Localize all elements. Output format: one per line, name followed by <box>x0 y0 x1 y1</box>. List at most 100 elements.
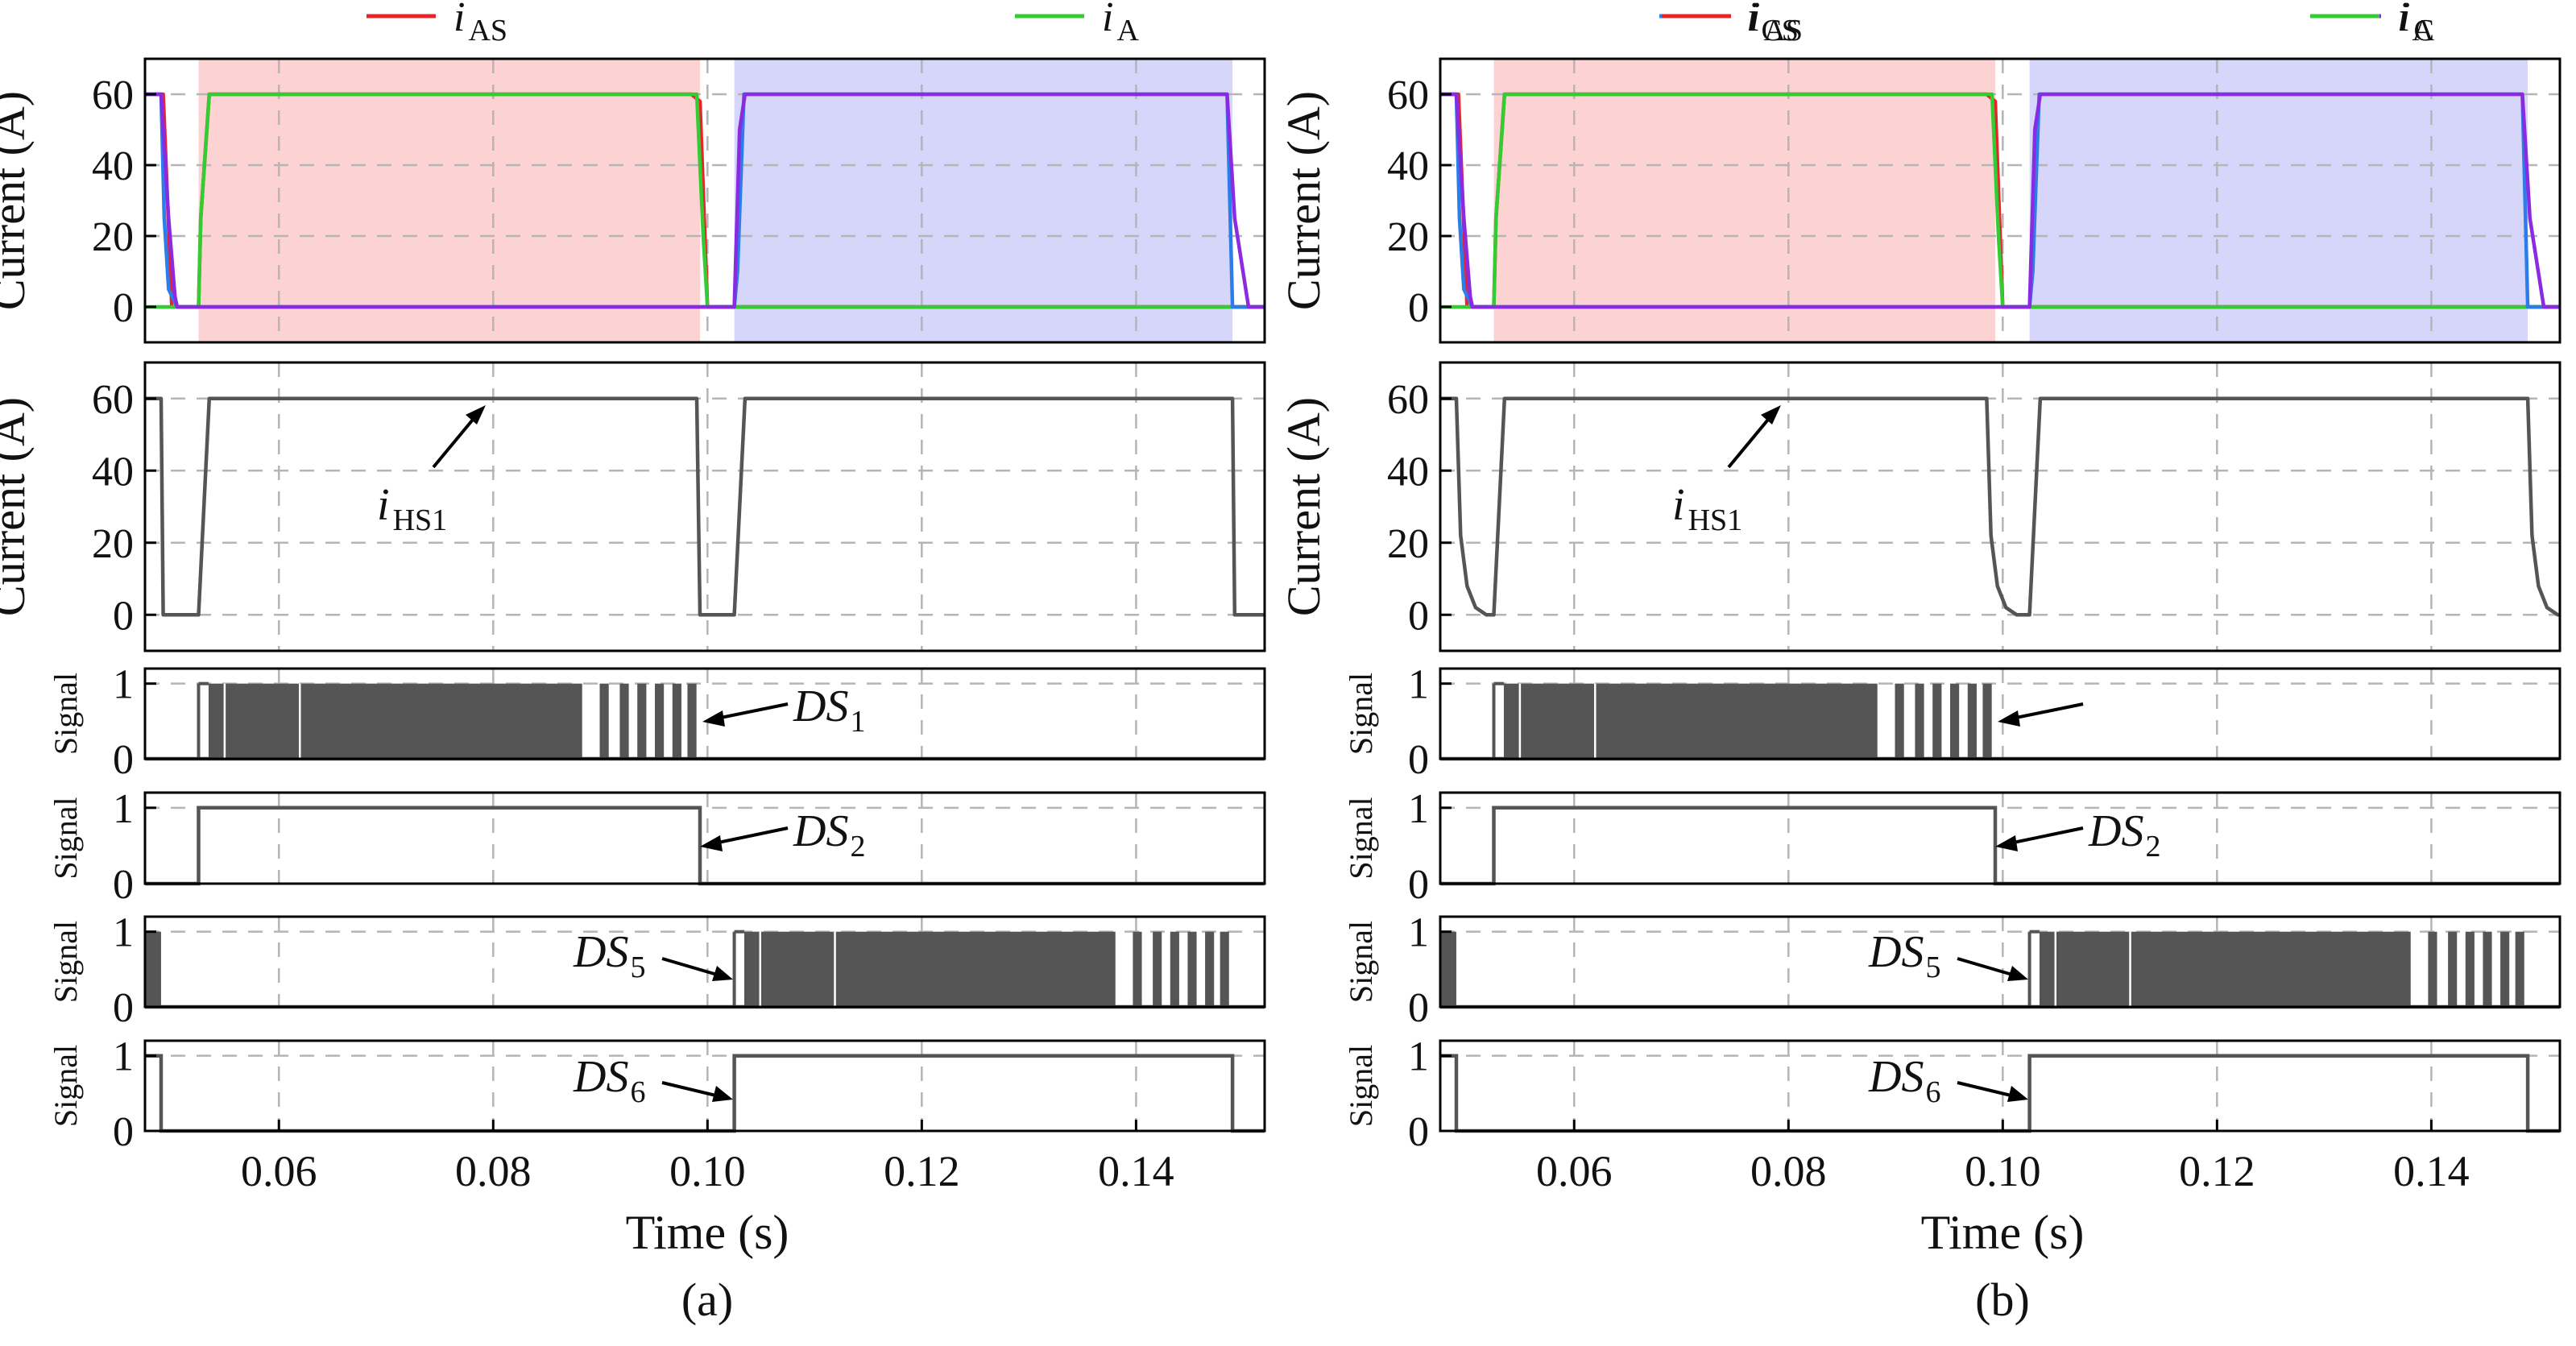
phase-current-series <box>145 92 1265 309</box>
x-tick-label: 0.10 <box>669 1147 746 1195</box>
y-tick-label: 0 <box>1408 862 1429 908</box>
y-tick-label: 0 <box>113 1109 134 1155</box>
y-tick-label: 0 <box>113 862 134 908</box>
annotation-text: DS5 <box>573 927 645 984</box>
y-axis-label: Signal <box>1343 921 1379 1003</box>
signal-ds6-subplot-a: 0 1 Signal <box>48 1034 1266 1155</box>
phase-current-series <box>1440 92 2560 309</box>
annotation-text: DS6 <box>1868 1052 1940 1109</box>
y-tick-label: 60 <box>1387 377 1429 423</box>
arrow-head <box>2007 966 2028 981</box>
ds1-annotation: DS1 <box>702 681 865 739</box>
axes-frame <box>143 57 1266 344</box>
y-axis-label: Signal <box>48 673 84 755</box>
pwm-block <box>145 931 161 1007</box>
axes-frame <box>1439 1039 2562 1133</box>
pwm-block <box>743 931 1116 1007</box>
y-tick-label: 1 <box>113 662 134 708</box>
y-tick-label: 20 <box>1387 214 1429 260</box>
gridlines <box>1440 362 2560 651</box>
legend-item-b-ias: i AS <box>1662 0 1803 48</box>
ds5-annotation: DS5 <box>1868 927 2028 984</box>
pwm-pulse <box>1982 683 1992 759</box>
pwm-pulse <box>1153 931 1162 1007</box>
signal-trace <box>145 1054 1265 1133</box>
y-tick-label: 0 <box>113 985 134 1031</box>
axes-frame <box>143 361 1266 652</box>
pwm-gap <box>834 931 836 1007</box>
pwm-pulse <box>2428 931 2437 1007</box>
arrow-head <box>712 1086 733 1102</box>
y-tick-label: 0 <box>113 593 134 639</box>
arrow-head <box>700 835 723 851</box>
legend-label: i CS <box>1746 0 1799 48</box>
pwm-pulse <box>1133 931 1142 1007</box>
pwm-pulse <box>1915 683 1924 759</box>
series-ihs1 <box>1440 396 2560 617</box>
x-ticks: 0.06 0.08 0.10 0.12 0.14 <box>241 1120 1174 1195</box>
pwm-pulse <box>2515 931 2524 1007</box>
y-tick-label: 0 <box>113 737 134 783</box>
pwm-gap <box>1518 683 1522 759</box>
phase-a-conduction-shade <box>198 59 701 342</box>
annotation-arrow <box>712 702 789 721</box>
arrow-head <box>702 710 725 727</box>
y-tick-label: 60 <box>92 72 134 118</box>
axes-frame <box>143 667 1266 760</box>
y-tick-label: 1 <box>113 910 134 956</box>
ds6-annotation: DS6 <box>1868 1052 2028 1109</box>
pwm-block <box>1503 683 1878 759</box>
y-axis-label: Signal <box>48 797 84 879</box>
series-ic <box>1440 92 2560 309</box>
pwm-pulse <box>2465 931 2475 1007</box>
y-tick-label: 0 <box>1408 737 1429 783</box>
x-ticks: 0.06 0.08 0.10 0.12 0.14 <box>1536 1120 2470 1195</box>
hs1-current-series <box>1440 396 2560 617</box>
y-tick-label: 0 <box>1408 1109 1429 1155</box>
ds2-annotation: DS2 <box>700 806 865 864</box>
annotation-arrow <box>661 957 723 978</box>
pwm-pulse <box>672 683 681 759</box>
pwm-pulse <box>1895 683 1904 759</box>
y-tick-label: 20 <box>92 214 134 260</box>
arrow-head <box>1998 710 2020 727</box>
ds1-annotation <box>1998 702 2084 727</box>
series-ihs1 <box>145 396 1265 617</box>
y-tick-label: 0 <box>1408 985 1429 1031</box>
annotation-arrow <box>2007 702 2084 721</box>
axes-frame <box>1439 667 2562 760</box>
x-tick-label: 0.06 <box>241 1147 317 1195</box>
y-tick-label: 0 <box>1408 593 1429 639</box>
x-tick-label: 0.08 <box>455 1147 532 1195</box>
hs1-current-series <box>145 396 1265 617</box>
x-tick-label: 0.08 <box>1750 1147 1827 1195</box>
y-axis-label: Signal <box>1343 1045 1379 1127</box>
signal-ds1-subplot-b: 0 1 Signal <box>1343 662 2562 783</box>
phase-current-subplot-a: 0 20 40 60 Current (A) <box>0 57 1266 344</box>
annotation-arrow <box>1957 1081 2019 1099</box>
axes-frame <box>143 1039 1266 1133</box>
conduction-shading <box>1493 59 2528 342</box>
y-axis-label: Signal <box>1343 673 1379 755</box>
axes-frame <box>143 915 1266 1008</box>
pwm-pulse <box>1170 931 1179 1007</box>
pwm-pulse <box>2448 931 2458 1007</box>
annotation-text: DS1 <box>793 681 865 739</box>
panel-label: (b) <box>1975 1274 2030 1326</box>
x-tick-label: 0.14 <box>2393 1147 2470 1195</box>
y-tick-label: 20 <box>1387 521 1429 567</box>
ihs1-annotation: i HS1 <box>1672 405 1781 537</box>
axes-frame <box>1439 361 2562 652</box>
pwm-pulse <box>1967 683 1977 759</box>
hs1-current-subplot-a: 0 20 40 60 Current (A) i HS1 <box>0 361 1266 652</box>
y-tick-label: 1 <box>113 786 134 832</box>
pwm-pulse <box>619 683 629 759</box>
phase-c-conduction-shade <box>734 59 1233 342</box>
signal-ds5-subplot-a: 0 1 Signal <box>48 910 1266 1031</box>
axes-frame <box>1439 915 2562 1008</box>
legend: iASiAiCSiCiASiAiCSiC <box>367 0 2434 48</box>
signal-waveform-ds5 <box>145 930 1265 1009</box>
pwm-gap <box>1594 683 1597 759</box>
y-axis-label: Signal <box>1343 797 1379 879</box>
